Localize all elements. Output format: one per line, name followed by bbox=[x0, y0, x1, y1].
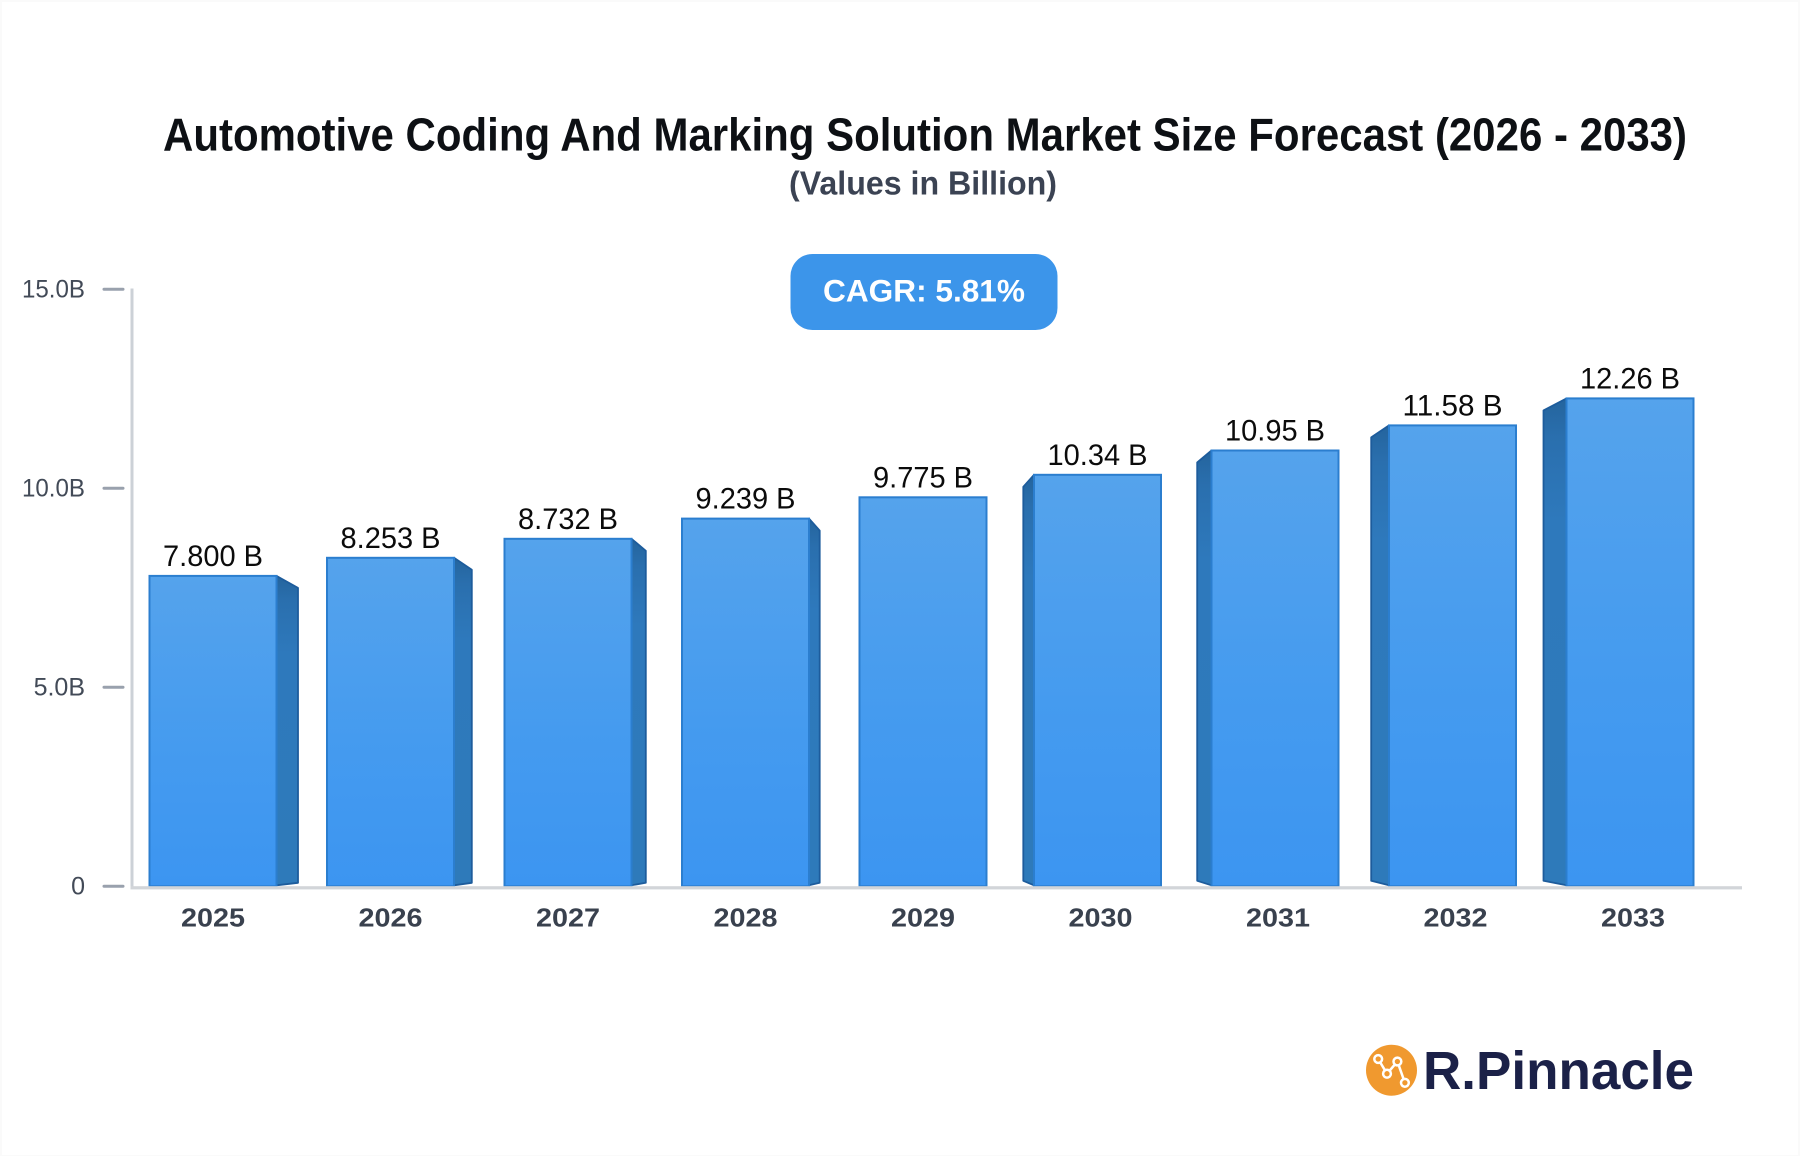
svg-text:10.0B: 10.0B bbox=[22, 474, 85, 502]
svg-text:8.253 B: 8.253 B bbox=[341, 522, 441, 555]
svg-text:2031: 2031 bbox=[1246, 905, 1310, 933]
svg-text:12.26 B: 12.26 B bbox=[1580, 362, 1680, 395]
svg-text:2033: 2033 bbox=[1601, 905, 1665, 933]
svg-text:2027: 2027 bbox=[536, 905, 600, 933]
svg-text:2026: 2026 bbox=[359, 905, 423, 933]
svg-text:2030: 2030 bbox=[1069, 905, 1133, 933]
svg-text:15.0B: 15.0B bbox=[22, 275, 85, 303]
svg-text:10.95 B: 10.95 B bbox=[1225, 415, 1325, 448]
svg-text:2025: 2025 bbox=[181, 905, 245, 933]
svg-text:9.239 B: 9.239 B bbox=[696, 483, 796, 516]
svg-text:CAGR: 5.81%: CAGR: 5.81% bbox=[823, 273, 1025, 309]
svg-text:9.775 B: 9.775 B bbox=[873, 461, 973, 494]
svg-text:(Values in Billion): (Values in Billion) bbox=[789, 165, 1057, 202]
svg-text:R.Pinnacle: R.Pinnacle bbox=[1423, 1041, 1694, 1101]
svg-text:2028: 2028 bbox=[714, 905, 778, 933]
svg-text:7.800 B: 7.800 B bbox=[163, 540, 263, 573]
svg-text:5.0B: 5.0B bbox=[34, 673, 85, 701]
svg-text:0: 0 bbox=[71, 872, 85, 900]
svg-text:11.58 B: 11.58 B bbox=[1403, 389, 1503, 422]
svg-text:2029: 2029 bbox=[891, 905, 955, 933]
svg-text:Automotive Coding And Marking: Automotive Coding And Marking Solution M… bbox=[163, 109, 1687, 161]
svg-text:2032: 2032 bbox=[1424, 905, 1488, 933]
svg-text:10.34 B: 10.34 B bbox=[1048, 439, 1148, 472]
svg-text:8.732 B: 8.732 B bbox=[518, 503, 618, 536]
